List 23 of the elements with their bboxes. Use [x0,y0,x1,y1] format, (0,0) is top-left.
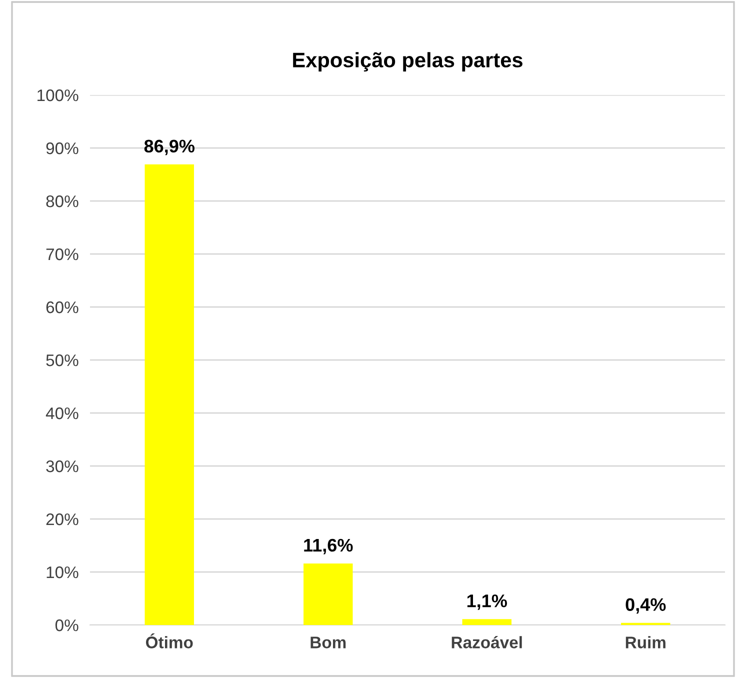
y-tick-label: 90% [46,142,78,154]
bar [144,164,194,625]
y-tick-label: 40% [46,407,78,420]
x-tick-label: Razoável [452,636,522,648]
bar [304,564,353,625]
data-label: 0,4% [626,598,666,614]
y-tick-label: 60% [46,301,78,314]
y-tick-label: 80% [46,195,78,208]
y-tick-label: 30% [46,460,78,472]
y-tick-label: 20% [46,513,78,526]
bar [462,619,512,625]
x-tick-label: Bom [310,636,346,648]
y-tick-label: 50% [46,354,78,366]
y-tick-label: 100% [38,89,78,102]
x-tick-label: Ruim [626,636,666,648]
data-label: 11,6% [304,538,353,554]
y-tick-label: 0% [55,619,78,632]
y-tick-label: 70% [46,248,78,260]
chart-title: Exposição pelas partes [293,52,522,72]
data-label: 86,9% [144,140,194,156]
data-label: 1,1% [467,594,507,610]
x-tick-label: Ótimo [146,633,193,648]
y-tick-label: 10% [46,566,78,578]
